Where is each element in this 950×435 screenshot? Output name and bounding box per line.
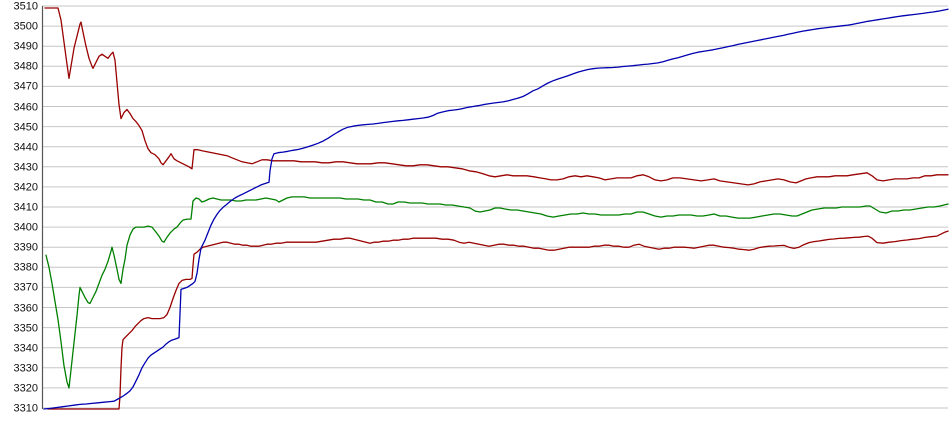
y-axis-tick-label: 3380: [13, 261, 38, 274]
y-axis-tick-label: 3390: [13, 241, 38, 254]
y-axis-tick-label: 3510: [13, 0, 38, 13]
y-axis-tick-label: 3420: [13, 181, 38, 194]
y-axis-tick-label: 3450: [13, 121, 38, 134]
y-axis-labels: 3510 3500 3490 3480 3470 3460 3450 3440 3430 3420…: [0, 0, 38, 435]
y-axis-tick-label: 3370: [13, 281, 38, 294]
y-axis-tick-label: 3480: [13, 60, 38, 73]
y-axis-tick-label: 3330: [13, 362, 38, 375]
y-axis-tick-label: 3500: [13, 20, 38, 33]
series-lower-red-band: [47, 230, 949, 410]
y-axis-tick-label: 3470: [13, 80, 38, 93]
y-axis-tick-label: 3410: [13, 201, 38, 214]
y-axis-tick-label: 3460: [13, 101, 38, 113]
y-axis-tick-label: 3310: [13, 402, 38, 415]
series-green-mid-line: [45, 196, 949, 389]
series-blue-cumulative-line: [43, 8, 949, 410]
y-axis-tick-label: 3340: [13, 342, 38, 355]
series-upper-red-band: [44, 7, 949, 186]
y-axis-tick-label: 3440: [13, 141, 38, 154]
y-axis-tick-label: 3430: [13, 161, 38, 174]
y-axis-tick-label: 3360: [13, 302, 38, 314]
y-axis-tick-label: 3400: [13, 221, 38, 234]
y-axis-tick-label: 3350: [13, 322, 38, 335]
y-axis-tick-label: 3320: [13, 382, 38, 395]
y-axis-tick-label: 3490: [13, 40, 38, 53]
